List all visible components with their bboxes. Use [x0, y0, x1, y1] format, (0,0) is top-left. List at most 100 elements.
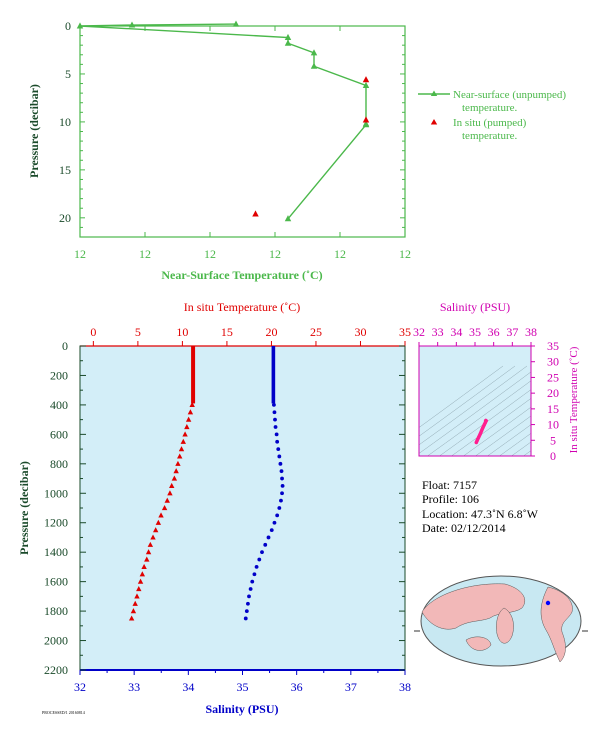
ts-salinity-tick-label: 35 — [469, 325, 481, 339]
ts-density-contour — [527, 366, 601, 462]
salinity-point — [272, 410, 277, 415]
salinity-point — [273, 417, 277, 422]
unpumped-temperature-point — [284, 215, 292, 222]
salinity-mixed-layer — [271, 346, 276, 404]
ts-density-contour — [475, 415, 531, 456]
salinity-point — [276, 447, 281, 451]
ts-temperature-tick-label: 30 — [547, 355, 559, 369]
ts-temperature-tick-label: 10 — [547, 418, 559, 432]
temperature-point — [128, 615, 135, 621]
legend-pumped-marker — [430, 119, 438, 125]
temperature-point — [139, 571, 146, 577]
salinity-tick-label: 33 — [128, 680, 140, 694]
temperature-point — [177, 453, 183, 459]
ts-salinity-tick-label: 38 — [525, 325, 537, 339]
salinity-point — [272, 520, 277, 525]
ts-density-contour — [427, 380, 531, 456]
salinity-point — [263, 542, 268, 547]
temperature-point — [136, 586, 142, 592]
temperature-tick-label: 0 — [90, 325, 96, 339]
temperature-point — [173, 468, 179, 474]
top-x-tick-label: 12 — [204, 247, 216, 261]
salinity-point — [248, 587, 253, 591]
salinity-point — [250, 579, 255, 584]
legend-unpumped-label-2: temperature. — [462, 102, 518, 114]
ts-salinity-tick-label: 34 — [450, 325, 462, 339]
pressure-tick-label: 2200 — [44, 663, 68, 677]
pressure-tick-label: 1800 — [44, 604, 68, 618]
pressure-tick-label: 1400 — [44, 545, 68, 559]
unpumped-temperature-point — [310, 49, 318, 56]
footer-code: PROCESSED/1 20160814 — [42, 710, 85, 715]
temperature-point — [145, 549, 152, 555]
temperature-point — [130, 608, 137, 614]
ts-profile-point — [475, 438, 479, 442]
top-x-tick-label: 12 — [139, 247, 151, 261]
pressure-tick-label: 200 — [50, 368, 68, 382]
salinity-point — [277, 506, 282, 510]
map-land-americas — [540, 586, 573, 663]
unpumped-temperature-point — [232, 20, 240, 27]
salinity-point — [279, 498, 283, 503]
profile-plot-background — [80, 346, 405, 670]
pressure-tick-label: 400 — [50, 398, 68, 412]
salinity-point — [269, 528, 274, 532]
temperature-point — [184, 424, 190, 430]
unpumped-temperature-point — [128, 21, 136, 28]
ts-density-contour — [523, 450, 531, 456]
salinity-point — [280, 491, 284, 496]
temperature-tick-label: 15 — [221, 325, 233, 339]
profile-y-axis-label: Pressure (decibar) — [17, 461, 31, 555]
pumped-temperature-point — [362, 116, 370, 123]
near-surface-series — [76, 20, 370, 222]
temperature-point — [155, 519, 162, 525]
temperature-point — [141, 563, 147, 570]
float-location-marker — [545, 600, 551, 606]
temperature-mixed-layer — [191, 346, 196, 404]
legend-pumped-label-2: temperature. — [462, 130, 518, 142]
legend-unpumped-label-1: Near-surface (unpumped) — [453, 89, 566, 101]
near-surface-ticks: 12 12 12 12 12 12 0 5 10 15 20 — [59, 19, 411, 261]
salinity-tick-label: 38 — [399, 680, 411, 694]
pumped-temperature-point — [362, 76, 370, 83]
temperature-point — [132, 600, 138, 606]
map-land-eurasia — [421, 583, 526, 630]
salinity-point — [254, 565, 259, 569]
legend-unpumped-marker — [430, 90, 438, 96]
temperature-point — [158, 512, 164, 518]
top-x-tick-label: 12 — [399, 247, 411, 261]
salinity-axis-label: Salinity (PSU) — [205, 702, 278, 716]
pressure-tick-label: 1600 — [44, 575, 68, 589]
temperature-point — [161, 505, 168, 511]
ts-density-contours — [419, 365, 601, 462]
unpumped-temperature-point — [284, 39, 292, 46]
profile-chart: 0 5 10 15 20 25 30 35 32 33 34 35 36 37 38 0 200 400 600 80… — [17, 300, 411, 716]
temperature-point — [180, 438, 186, 444]
ts-temperature-tick-label: 0 — [550, 449, 556, 463]
temperature-point — [144, 556, 150, 562]
ts-density-contour — [463, 406, 531, 456]
temperature-tick-label: 30 — [354, 325, 366, 339]
ts-profile-point — [479, 429, 484, 433]
near-surface-legend: Near-surface (unpumped) temperature. In … — [418, 89, 566, 142]
ts-profile-point — [478, 432, 482, 436]
top-y-tick-label: 5 — [65, 67, 71, 81]
temperature-tick-label: 10 — [176, 325, 188, 339]
ts-profile-point — [484, 419, 488, 423]
salinity-tick-label: 37 — [345, 680, 357, 694]
ts-salinity-tick-label: 36 — [488, 325, 500, 339]
temperature-point — [189, 401, 195, 408]
temperature-tick-label: 35 — [399, 325, 411, 339]
legend-pumped-label-1: In situ (pumped) — [453, 117, 527, 129]
salinity-point — [266, 535, 271, 540]
salinity-point — [244, 609, 249, 613]
temperature-point — [164, 497, 170, 503]
temperature-axis-label: In situ Temperature (˚C) — [184, 300, 301, 314]
temperature-point — [182, 431, 188, 437]
pressure-tick-label: 800 — [50, 457, 68, 471]
ts-salinity-tick-label: 37 — [506, 325, 518, 339]
ts-temperature-tick-label: 5 — [550, 433, 556, 447]
top-x-tick-label: 12 — [334, 247, 346, 261]
temperature-tick-label: 25 — [310, 325, 322, 339]
